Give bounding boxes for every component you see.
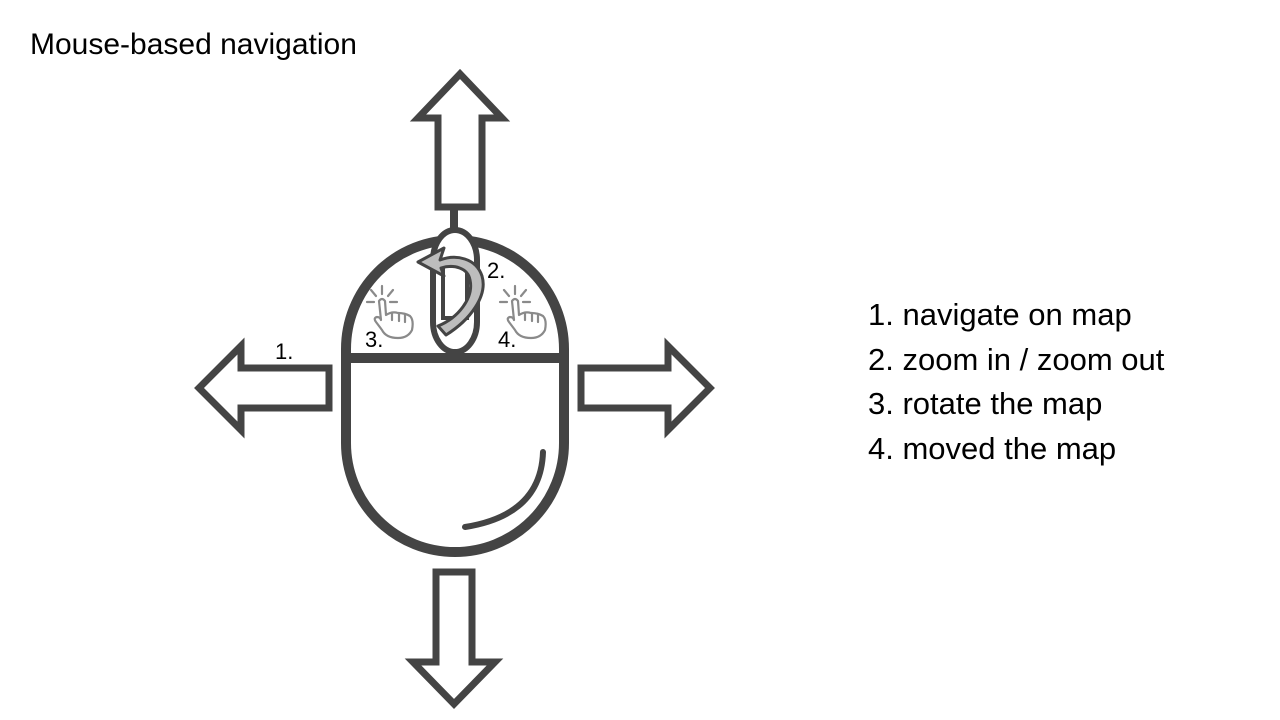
callout-move: 4.	[498, 327, 516, 352]
legend-item-move: 4. moved the map	[868, 430, 1117, 466]
callout-navigate: 1.	[275, 339, 293, 364]
arrow-right-icon	[577, 337, 715, 439]
arrow-left-icon	[194, 337, 333, 439]
arrow-down-icon	[404, 568, 504, 710]
legend-item-zoom: 2. zoom in / zoom out	[868, 341, 1165, 377]
click-hand-left-icon	[365, 284, 414, 340]
callout-rotate: 3.	[365, 327, 383, 352]
legend-item-navigate: 1. navigate on map	[868, 297, 1132, 332]
legend-list: 1. navigate on map 2. zoom in / zoom out…	[868, 293, 1164, 471]
legend-item-rotate: 3. rotate the map	[868, 386, 1103, 421]
click-hand-right-icon	[498, 284, 547, 340]
slide-title: Mouse-based navigation	[30, 28, 357, 61]
scroll-rotate-arrow-icon	[416, 227, 485, 355]
arrow-up-icon	[409, 68, 511, 211]
callout-zoom: 2.	[487, 258, 505, 283]
mouse-highlight-curve	[462, 449, 546, 530]
